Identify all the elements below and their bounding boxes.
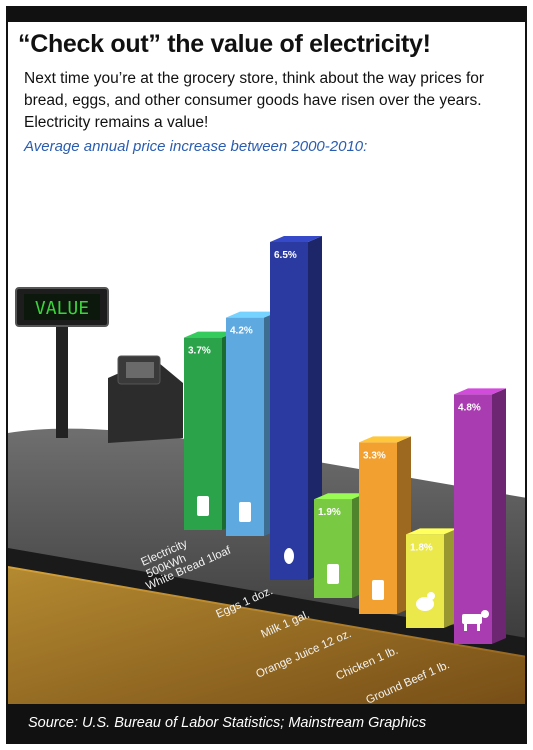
bar-5 — [406, 534, 444, 628]
value-label-4: 3.3% — [363, 450, 386, 461]
value-label-5: 1.8% — [410, 542, 433, 553]
bar-top-5 — [406, 528, 458, 535]
bar-top-3 — [314, 493, 366, 500]
bar-top-6 — [454, 388, 506, 395]
egg-icon — [284, 548, 294, 564]
source-note: Source: U.S. Bureau of Labor Statistics;… — [8, 704, 525, 742]
value-label-3: 1.9% — [318, 507, 341, 518]
value-label-2: 6.5% — [274, 250, 297, 261]
infographic-frame: “Check out” the value of electricity! Ne… — [6, 6, 527, 744]
bar-top-2 — [270, 236, 322, 242]
bar-chart: VALUE 3.7%4.2%6.5%1.9%3.3%1.8%4.8% Elect… — [8, 236, 525, 708]
electric-meter-icon — [197, 496, 209, 516]
counter-wood — [8, 566, 525, 708]
bar-2 — [270, 242, 308, 580]
bar-top-4 — [359, 436, 411, 443]
cash-register-icon — [15, 287, 183, 443]
bar-6 — [454, 394, 492, 644]
chart-title: Average annual price increase between 20… — [24, 138, 368, 155]
register-display-text: VALUE — [35, 298, 89, 319]
chicken-icon — [416, 592, 435, 611]
bar-side-6 — [492, 388, 506, 644]
juice-carton-icon — [372, 580, 384, 600]
page-title: “Check out” the value of electricity! — [18, 30, 431, 58]
bar-top-1 — [226, 311, 278, 318]
top-bar — [8, 8, 525, 22]
bars-group: 3.7% 4.2% 6.5% 1.9% 3.3% 1.8% 4.8% — [184, 236, 506, 644]
bar-1 — [226, 317, 264, 536]
bar-side-2 — [308, 236, 322, 580]
value-label-0: 3.7% — [188, 346, 211, 357]
value-label-6: 4.8% — [458, 402, 481, 413]
bar-top-0 — [184, 331, 236, 338]
intro-text: Next time you’re at the grocery store, t… — [24, 70, 485, 131]
belt-lower — [8, 568, 525, 708]
value-label-1: 4.2% — [230, 326, 253, 337]
milk-jug-icon — [327, 564, 339, 584]
cow-icon — [462, 610, 489, 631]
bread-icon — [239, 502, 251, 522]
counter-edge — [8, 548, 525, 658]
